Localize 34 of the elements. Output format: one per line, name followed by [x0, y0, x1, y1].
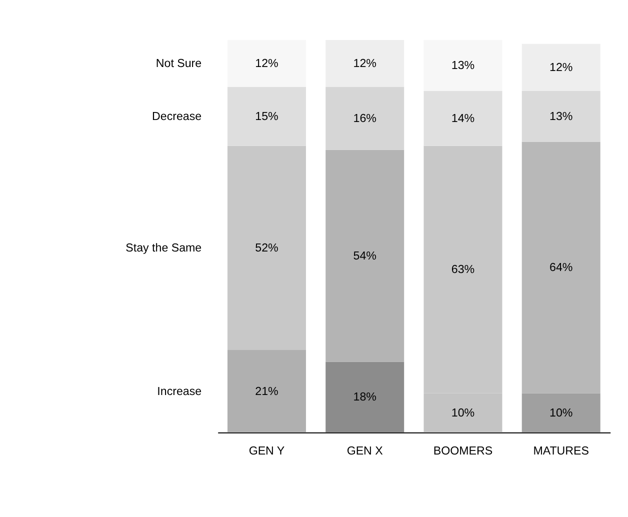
data-label: 12%: [255, 58, 278, 70]
bar: [522, 44, 600, 91]
data-label: 10%: [550, 407, 573, 420]
data-label: 15%: [255, 111, 278, 124]
data-label: 16%: [353, 113, 376, 126]
text: Decrease: [152, 111, 202, 124]
data-label: 12%: [550, 62, 573, 74]
bar: [522, 142, 600, 394]
text: Stay the Same: [126, 242, 202, 255]
bar: [522, 90, 600, 142]
data-label: 21%: [255, 386, 278, 398]
data-label: 12%: [353, 58, 376, 70]
text: Not Sure: [156, 58, 202, 70]
x-tick-label: BOOMERS: [433, 445, 493, 458]
data-label: 14%: [451, 113, 475, 126]
data-label: 63%: [451, 264, 475, 276]
data-label: 64%: [550, 262, 573, 274]
bar: [227, 350, 306, 432]
text: Increase: [157, 386, 202, 398]
x-tick-label: GEN Y: [248, 445, 285, 458]
data-label: 52%: [255, 242, 278, 255]
bar: [227, 146, 306, 350]
bar: [522, 393, 600, 432]
data-label: 13%: [451, 60, 475, 72]
bar: [326, 150, 404, 362]
data-label: 18%: [353, 392, 376, 404]
x-tick-label: MATURES: [533, 445, 590, 458]
bar: [326, 40, 404, 88]
data-label: 13%: [550, 111, 573, 124]
bar: [326, 362, 404, 432]
x-tick-label: GEN X: [346, 445, 384, 458]
data-label: 10%: [451, 407, 475, 420]
bar: [326, 87, 404, 150]
data-label: 54%: [353, 250, 376, 262]
